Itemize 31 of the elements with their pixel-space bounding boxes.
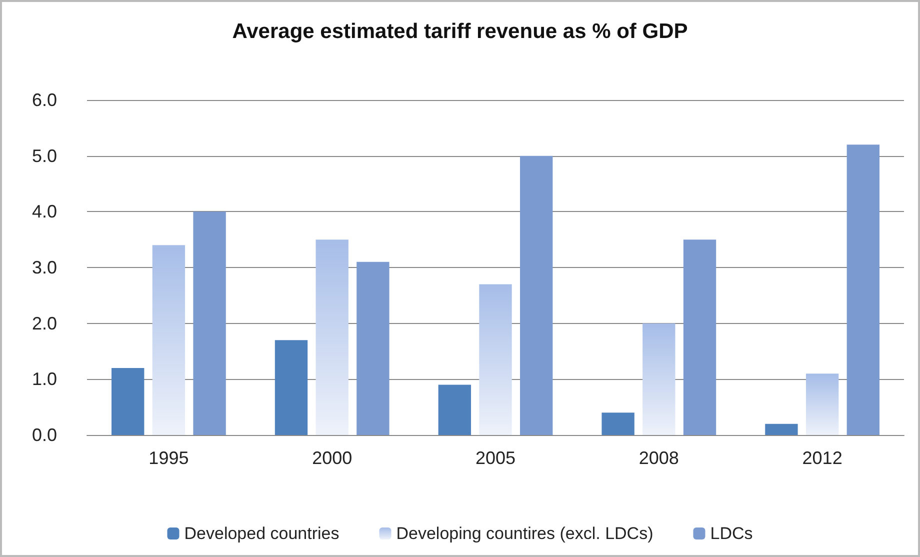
legend-label: Developing countires (excl. LDCs) [396,524,654,543]
y-tick-label: 3.0 [32,258,57,278]
chart-title: Average estimated tariff revenue as % of GDP [232,20,688,43]
bar [438,384,471,435]
bar [152,245,186,435]
x-tick-label: 2008 [638,448,679,468]
y-tick-label: 5.0 [32,146,57,166]
bar [806,374,839,435]
y-tick-label: 4.0 [32,202,57,222]
bar [356,262,390,435]
bar [846,144,880,435]
x-tick-label: 2005 [475,448,516,468]
legend-label: Developed countries [184,524,340,543]
legend-label: LDCs [710,524,753,543]
x-tick-label: 2012 [802,448,842,468]
y-tick-label: 6.0 [32,90,57,110]
bar [274,340,308,435]
x-tick-label: 2000 [312,448,352,468]
bar [602,412,634,435]
y-tick-label: 0.0 [32,425,57,445]
bar [520,156,553,435]
bar [112,368,144,435]
bar [683,240,716,435]
bar [765,424,798,435]
bar [479,284,512,435]
y-tick-label: 2.0 [32,313,57,334]
bar [642,323,676,435]
y-tick-label: 1.0 [32,369,57,390]
bar [316,240,348,435]
bar [193,212,226,435]
x-tick-label: 1995 [148,448,189,468]
